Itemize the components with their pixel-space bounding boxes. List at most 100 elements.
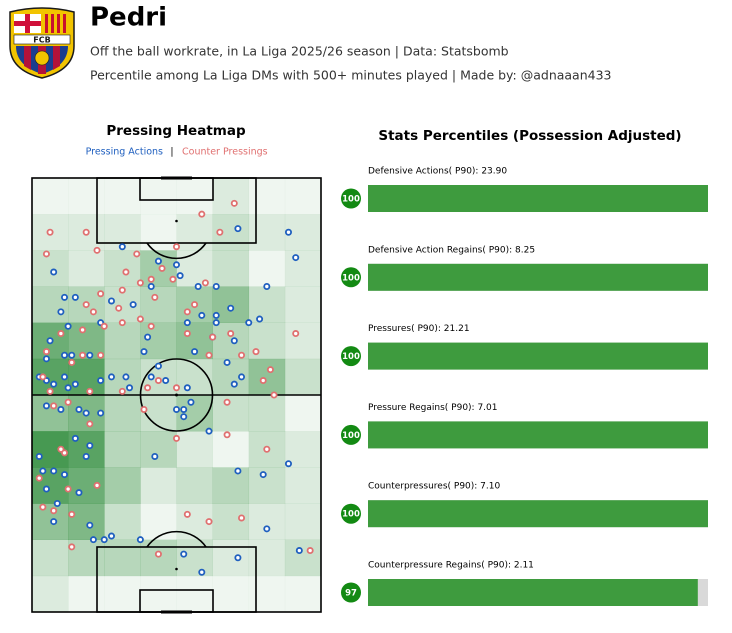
- heat-cell: [140, 286, 177, 323]
- stat-label: Counterpressures( P90): 7.10: [368, 482, 500, 492]
- action-point: [50, 402, 58, 410]
- heat-cell: [248, 358, 286, 396]
- bar: [368, 342, 708, 370]
- stat-label: Pressure Regains( P90): 7.01: [368, 403, 498, 413]
- action-point: [50, 467, 58, 475]
- heat-cell: [176, 214, 213, 251]
- stat-label: Defensive Action Regains( P90): 8.25: [368, 245, 535, 255]
- heat-cell: [284, 503, 322, 540]
- action-point: [154, 362, 162, 370]
- heat-cell: [212, 431, 250, 468]
- action-point: [172, 434, 180, 442]
- action-point: [97, 351, 105, 359]
- percentile-label: 100: [342, 195, 360, 205]
- action-point: [172, 405, 180, 413]
- note: Percentile among La Liga DMs with 500+ m…: [90, 68, 612, 83]
- heat-cell: [176, 358, 213, 396]
- heat-cell: [248, 178, 286, 215]
- heat-cell: [284, 467, 322, 504]
- action-point: [107, 373, 115, 381]
- action-point: [97, 290, 105, 298]
- action-point: [42, 250, 50, 258]
- heat-cell: [140, 539, 177, 577]
- bar: [368, 579, 698, 606]
- action-point: [79, 351, 87, 359]
- action-point: [238, 351, 246, 359]
- action-point: [97, 409, 105, 417]
- heat-cell: [284, 178, 322, 215]
- heat-cell: [140, 503, 177, 540]
- action-point: [75, 405, 83, 413]
- action-point: [118, 319, 126, 327]
- action-point: [82, 228, 90, 236]
- action-point: [191, 348, 199, 356]
- heat-cell: [176, 539, 213, 577]
- action-point: [71, 434, 79, 442]
- action-point: [194, 282, 202, 290]
- action-point: [270, 391, 278, 399]
- percentile-badge: [341, 346, 361, 367]
- action-point: [115, 304, 123, 312]
- action-point: [39, 373, 47, 381]
- heat-cell: [284, 539, 322, 577]
- action-point: [172, 384, 180, 392]
- stat-label: Defensive Actions( P90): 23.90: [368, 167, 507, 177]
- heat-cell: [32, 575, 69, 613]
- action-point: [284, 228, 292, 236]
- action-point: [234, 467, 242, 475]
- action-point: [183, 330, 191, 338]
- action-point: [71, 380, 79, 388]
- heat-cell: [284, 358, 322, 396]
- action-point: [42, 402, 50, 410]
- action-point: [82, 452, 90, 460]
- action-point: [234, 225, 242, 233]
- action-point: [93, 246, 101, 254]
- action-point: [79, 326, 87, 334]
- legend-entry: Counter Pressings: [182, 147, 268, 158]
- action-point: [89, 536, 97, 544]
- action-point: [172, 243, 180, 251]
- heat-cell: [212, 575, 250, 613]
- heat-cell: [284, 575, 322, 613]
- heat-cell: [140, 467, 177, 504]
- percentile-label: 100: [342, 510, 360, 520]
- action-point: [42, 348, 50, 356]
- action-point: [180, 413, 188, 421]
- percentile-label: 100: [342, 352, 360, 362]
- action-point: [223, 358, 231, 366]
- action-point: [39, 503, 47, 511]
- heat-cell: [68, 250, 105, 287]
- action-point: [162, 377, 170, 385]
- heat-cell: [248, 250, 286, 287]
- action-point: [42, 355, 50, 363]
- heat-cell: [104, 467, 141, 504]
- action-point: [93, 481, 101, 489]
- action-point: [176, 272, 184, 280]
- action-point: [223, 398, 231, 406]
- heat-cell: [212, 503, 250, 540]
- action-point: [100, 322, 108, 330]
- action-point: [50, 268, 58, 276]
- action-point: [198, 210, 206, 218]
- action-point: [61, 471, 69, 479]
- action-point: [187, 398, 195, 406]
- action-point: [50, 518, 58, 526]
- heat-cell: [104, 431, 141, 468]
- action-point: [205, 351, 213, 359]
- heat-cell: [176, 467, 213, 504]
- action-point: [183, 319, 191, 327]
- pitch-lines: [31, 176, 322, 614]
- action-point: [263, 445, 271, 453]
- heat-cell: [140, 395, 177, 432]
- action-point: [154, 257, 162, 265]
- stat-label: Pressures( P90): 21.21: [368, 324, 470, 334]
- action-point: [292, 330, 300, 338]
- heat-cell: [104, 395, 141, 432]
- action-point: [180, 550, 188, 558]
- heat-cell: [212, 467, 250, 504]
- heat-cell: [248, 286, 286, 323]
- action-point: [292, 254, 300, 262]
- action-point: [191, 301, 199, 309]
- action-point: [57, 330, 65, 338]
